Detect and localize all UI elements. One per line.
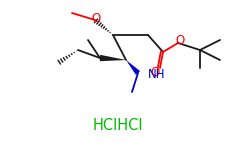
Polygon shape — [100, 55, 126, 61]
Text: O: O — [150, 66, 160, 80]
Text: O: O — [176, 33, 184, 46]
Polygon shape — [126, 60, 140, 75]
Text: NH: NH — [148, 69, 166, 81]
Text: HClHCl: HClHCl — [93, 117, 143, 132]
Text: O: O — [92, 12, 100, 26]
